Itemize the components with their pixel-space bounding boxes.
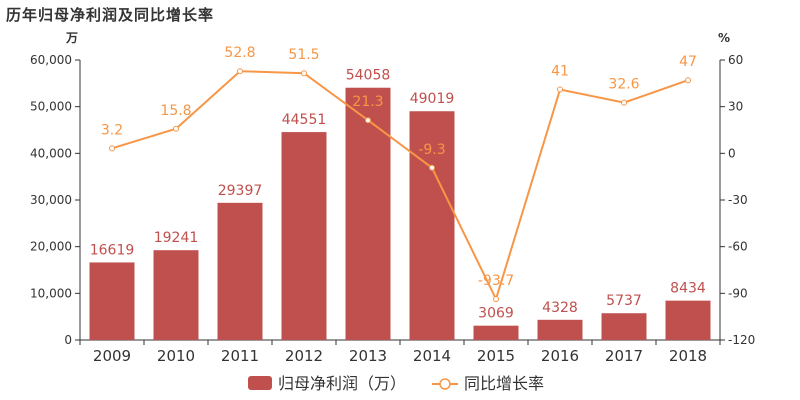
bar-value-label: 44551 bbox=[282, 112, 327, 128]
bar-2011 bbox=[217, 202, 263, 340]
y-right-tick-label: -30 bbox=[728, 193, 748, 207]
line-value-label: 51.5 bbox=[288, 47, 319, 63]
line-point-2015 bbox=[493, 296, 499, 303]
line-point-2009 bbox=[109, 145, 115, 152]
line-point-2010 bbox=[173, 125, 179, 132]
line-value-label: 52.8 bbox=[224, 45, 255, 61]
bar-2014 bbox=[409, 111, 455, 341]
bar-value-label: 3069 bbox=[478, 306, 514, 322]
x-tick-label: 2009 bbox=[93, 347, 131, 365]
bar-2017 bbox=[601, 313, 647, 340]
line-value-label: -9.3 bbox=[418, 142, 445, 158]
bar-2013 bbox=[345, 87, 391, 340]
line-point-2016 bbox=[557, 86, 563, 93]
bar-2010 bbox=[153, 250, 199, 340]
bar-value-label: 8434 bbox=[670, 281, 706, 297]
bar-value-label: 54058 bbox=[346, 68, 391, 84]
y-left-tick-label: 20,000 bbox=[30, 240, 72, 254]
x-tick-label: 2012 bbox=[285, 347, 323, 365]
x-tick-label: 2010 bbox=[157, 347, 195, 365]
y-right-tick-label: -60 bbox=[728, 240, 748, 254]
bar-value-label: 49019 bbox=[410, 91, 455, 107]
line-point-2014 bbox=[429, 164, 435, 171]
x-tick-label: 2016 bbox=[541, 347, 579, 365]
line-point-2011 bbox=[237, 68, 243, 75]
y-right-tick-label: -90 bbox=[728, 286, 748, 300]
bar-value-label: 19241 bbox=[154, 230, 199, 246]
x-tick-label: 2013 bbox=[349, 347, 387, 365]
y-left-tick-label: 10,000 bbox=[30, 286, 72, 300]
line-value-label: 21.3 bbox=[352, 94, 383, 110]
line-value-label: 47 bbox=[679, 54, 697, 70]
legend-line-marker bbox=[439, 378, 451, 390]
chart-title: 历年归母净利润及同比增长率 bbox=[6, 6, 215, 24]
x-tick-label: 2014 bbox=[413, 347, 451, 365]
line-value-label: 15.8 bbox=[160, 103, 191, 119]
y-left-tick-label: 60,000 bbox=[30, 53, 72, 67]
y-left-unit: 万 bbox=[65, 31, 78, 45]
bar-2016 bbox=[537, 319, 583, 340]
bar-value-label: 16619 bbox=[90, 242, 135, 258]
y-left-tick-label: 0 bbox=[64, 333, 72, 347]
bar-2018 bbox=[665, 300, 711, 340]
line-value-label: 32.6 bbox=[608, 77, 639, 93]
y-left-tick-label: 30,000 bbox=[30, 193, 72, 207]
y-left-tick-label: 40,000 bbox=[30, 146, 72, 160]
y-right-tick-label: 0 bbox=[728, 146, 736, 160]
growth-rate-line bbox=[111, 70, 689, 302]
bar-2012 bbox=[281, 132, 327, 340]
x-tick-label: 2017 bbox=[605, 347, 643, 365]
line-value-label: 41 bbox=[551, 64, 569, 80]
bar-value-label: 29397 bbox=[218, 183, 263, 199]
y-left-tick-label: 50,000 bbox=[30, 100, 72, 114]
line-point-2012 bbox=[301, 70, 307, 77]
line-value-label: -93.7 bbox=[478, 273, 514, 289]
y-right-unit: % bbox=[718, 31, 730, 45]
line-value-label: 3.2 bbox=[101, 122, 123, 138]
line-point-2017 bbox=[621, 99, 627, 106]
y-right-tick-label: -120 bbox=[728, 333, 755, 347]
bar-value-label: 5737 bbox=[606, 293, 642, 309]
y-right-tick-label: 30 bbox=[728, 100, 743, 114]
x-tick-label: 2018 bbox=[669, 347, 707, 365]
legend-bar-swatch bbox=[248, 376, 272, 390]
line-point-2018 bbox=[685, 77, 691, 84]
legend-bar-label: 归母净利润（万） bbox=[278, 374, 406, 393]
bar-value-label: 4328 bbox=[542, 300, 578, 316]
bar-2009 bbox=[89, 262, 135, 340]
y-right-tick-label: 60 bbox=[728, 53, 743, 67]
x-tick-label: 2011 bbox=[221, 347, 259, 365]
bar-2015 bbox=[473, 325, 519, 340]
legend-line-label: 同比增长率 bbox=[464, 374, 544, 393]
line-point-2013 bbox=[365, 117, 371, 124]
x-tick-label: 2015 bbox=[477, 347, 515, 365]
